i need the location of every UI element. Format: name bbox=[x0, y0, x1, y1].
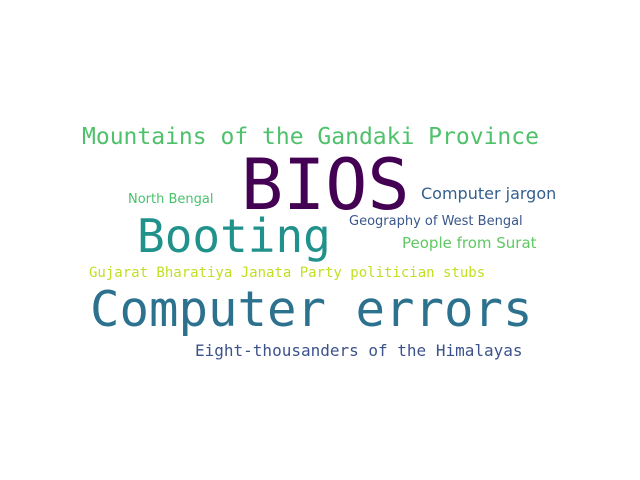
word-bios: BIOS bbox=[241, 144, 410, 226]
word-booting: Booting bbox=[137, 209, 331, 263]
word-people-from-surat: People from Surat bbox=[402, 234, 537, 252]
word-computer-jargon: Computer jargon bbox=[421, 184, 557, 203]
word-eight-thousanders-of-the-himalayas: Eight-thousanders of the Himalayas bbox=[195, 341, 523, 360]
word-geography-of-west-bengal: Geography of West Bengal bbox=[349, 214, 523, 229]
word-mountains-of-the-gandaki-province: Mountains of the Gandaki Province bbox=[82, 124, 539, 150]
word-computer-errors: Computer errors bbox=[90, 281, 533, 338]
word-north-bengal: North Bengal bbox=[128, 192, 214, 207]
word-gujarat-bharatiya-janata-party-politician-stubs: Gujarat Bharatiya Janata Party politicia… bbox=[89, 265, 486, 281]
